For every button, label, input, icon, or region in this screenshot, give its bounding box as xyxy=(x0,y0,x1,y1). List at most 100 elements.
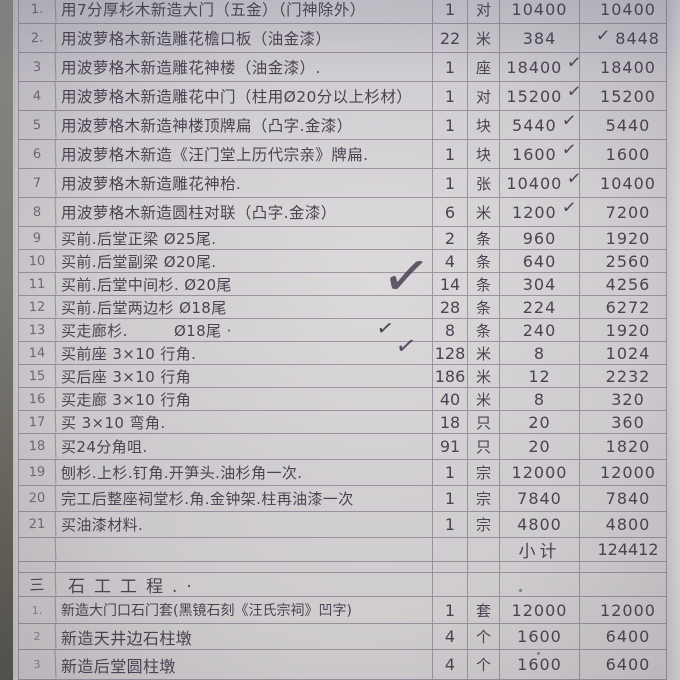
cell-text: 4800 xyxy=(605,515,651,534)
cell-text: 1. xyxy=(31,603,43,617)
amount: 10400 xyxy=(580,169,667,197)
quantity: 1 xyxy=(433,169,468,197)
cell-text: 买油漆材料. xyxy=(61,516,144,534)
cell-text: 新造后堂圆柱墩 xyxy=(61,656,176,676)
cell-text: 买前座 3×10 行角. xyxy=(61,344,197,363)
cell-text: 360 xyxy=(611,412,645,432)
amount: 5440 xyxy=(580,111,667,139)
row-number: 8 xyxy=(18,197,57,227)
cell-text: 8 xyxy=(533,343,546,363)
quantity: 1 xyxy=(433,53,468,81)
cell-text: 4256 xyxy=(605,274,651,294)
unit: 块 xyxy=(468,140,500,168)
quantity: 14 xyxy=(433,273,468,295)
quantity: 1 xyxy=(433,0,468,23)
quantity: 1 xyxy=(433,111,468,139)
cell-text: 1 xyxy=(444,515,456,534)
ledger-table: 1. 用7分厚杉木新造大门（五金）（门神除外） 1 对 10400 10400 2. 用波萝格… xyxy=(18,0,667,680)
cell-text: 对 xyxy=(475,87,491,106)
check-mark-icon: ✓ xyxy=(560,110,578,132)
cell-text: 8448 xyxy=(615,28,660,48)
cell-text: 米 xyxy=(475,344,491,363)
cell-text: 1 xyxy=(444,463,456,482)
unit-price: 7840 xyxy=(500,486,580,511)
unit: 条 xyxy=(468,319,500,341)
row-number: 20 xyxy=(18,485,57,512)
cell-text: 4 xyxy=(444,655,456,674)
pencil-speck xyxy=(519,589,522,592)
unit-price: 1200 ✓ xyxy=(500,197,580,226)
cell-text: 18 xyxy=(28,438,46,455)
amount: 1024 xyxy=(580,342,667,364)
unit: 对 xyxy=(468,82,500,110)
empty-cell xyxy=(433,562,468,572)
cell-text: 用波萝格木新造雕花中门（柱用Ø20分以上杉材） xyxy=(61,88,413,106)
table-row: 1. 用7分厚杉木新造大门（五金）（门神除外） 1 对 10400 10400 xyxy=(18,0,667,24)
cell-text: 10400 xyxy=(600,0,656,19)
amount: 6400 xyxy=(580,624,667,649)
amount: 1920 xyxy=(580,319,667,341)
item-description: 买走廊 3×10 行角 xyxy=(56,388,433,410)
item-description: 用波萝格木新造圆柱对联（凸字.金漆） xyxy=(56,198,433,226)
item-description: 用波萝格木新造雕花檐口板（油金漆） xyxy=(56,24,433,52)
item-description: 买前.后堂正梁 Ø25尾. xyxy=(56,227,433,249)
cell-text: 1 xyxy=(444,86,456,106)
quantity: 4 xyxy=(433,650,468,679)
quantity: 22 xyxy=(433,24,468,52)
cell-text: 6 xyxy=(32,146,42,162)
section-title: 石工工程.· xyxy=(56,573,433,597)
cell-text: 8 xyxy=(32,204,42,220)
cell-text: 10400 xyxy=(506,173,563,193)
item-description: 买前.后堂中间杉. Ø20尾 xyxy=(56,273,433,295)
cell-text: 40 xyxy=(439,389,461,409)
quantity: 91 xyxy=(433,434,468,459)
cell-text: 12 xyxy=(528,366,551,386)
row-number xyxy=(18,537,57,562)
row-number: 18 xyxy=(18,433,57,460)
unit-price: 304 xyxy=(500,273,580,295)
cell-text: 条 xyxy=(475,321,491,340)
unit: 只 xyxy=(468,411,500,433)
unit: 宗 xyxy=(468,486,500,511)
cell-text: 4 xyxy=(32,88,42,104)
empty-cell xyxy=(500,573,580,596)
unit: 米 xyxy=(468,24,500,52)
cell-text: 买24分角咀. xyxy=(61,438,148,456)
cell-text: 12 xyxy=(28,299,46,315)
row-number: 7 xyxy=(18,168,57,198)
cell-text: 2232 xyxy=(605,366,651,386)
cell-text: 条 xyxy=(475,229,491,248)
cell-text: 7200 xyxy=(605,202,651,222)
cell-text: 91 xyxy=(439,437,461,456)
cell-text: 用波萝格木新造雕花神枱. xyxy=(61,175,242,193)
item-description: 新造后堂圆柱墩 xyxy=(56,650,433,679)
paper-right-glare xyxy=(668,0,680,680)
unit: 条 xyxy=(468,273,500,295)
cell-text: 6 xyxy=(444,202,456,222)
empty-cell xyxy=(468,573,500,596)
cell-text: 21 xyxy=(28,516,46,533)
quantity: 2 xyxy=(433,227,468,249)
cell-text: 1200 xyxy=(512,202,557,222)
unit-price: 1600 ✓ xyxy=(500,139,580,168)
row-number: 19 xyxy=(18,459,57,486)
cell-text: 小计 xyxy=(518,542,561,562)
item-description: 买走廊杉. Ø18尾 · ✓ xyxy=(56,315,433,341)
item-description: 新造天井边石柱墩 xyxy=(56,624,433,649)
cell-text: 28 xyxy=(439,297,461,317)
cell-text: 5 xyxy=(32,117,42,133)
cell-text: 买走廊杉. Ø18尾 · xyxy=(61,321,232,340)
unit-price: 12000 xyxy=(500,460,580,485)
cell-text: 宗 xyxy=(475,516,491,534)
cell-text: 18400 xyxy=(506,57,563,77)
cell-text: 5440 xyxy=(605,115,651,135)
check-mark-icon: ✓ xyxy=(566,81,584,103)
cell-text: 17 xyxy=(28,414,46,430)
cell-text: 买后座 3×10 行角 xyxy=(61,367,192,386)
amount: 7840 xyxy=(580,486,667,511)
unit-price: 960 xyxy=(500,227,580,249)
amount: 1920 xyxy=(580,227,667,249)
cell-text: 1600 xyxy=(517,627,562,646)
cell-text: 1600 xyxy=(512,144,557,164)
cell-text: 买走廊 3×10 行角 xyxy=(61,390,192,409)
